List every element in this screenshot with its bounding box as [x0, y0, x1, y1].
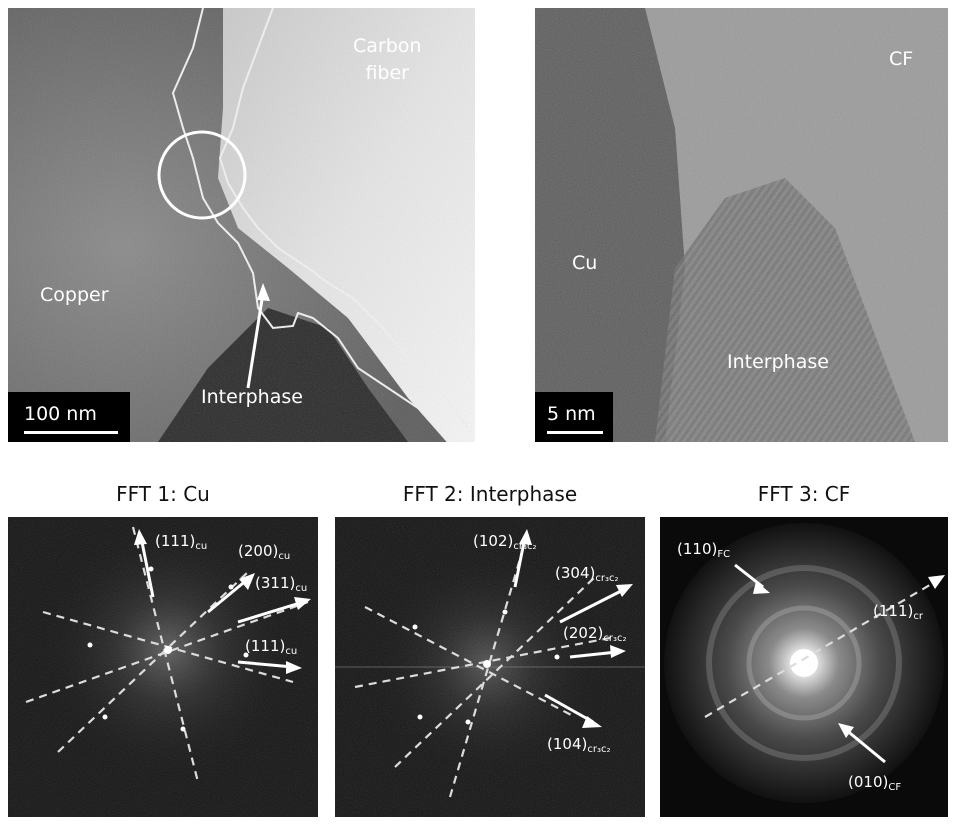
scale-bar	[547, 431, 603, 434]
hrtem-micrograph	[535, 8, 948, 442]
label-interphase: Interphase	[727, 351, 829, 373]
miller-index-label: (111)cu	[245, 637, 298, 657]
fft2-panel: (102)cr₃c₂ (304)cr₃c₂ (202)cr₃c₂ (104)cr…	[335, 517, 645, 817]
fft1-pattern	[8, 517, 318, 817]
miller-index-label: (104)cr₃c₂	[547, 735, 611, 755]
scale-bar-label: 5 nm	[547, 403, 596, 425]
fft2-title: FFT 2: Interphase	[402, 482, 578, 506]
miller-index-label: (111)cr	[873, 602, 923, 622]
miller-index-label: (110)FC	[677, 540, 731, 560]
hrtem-image: CF Cu Interphase 5 nm	[535, 8, 948, 442]
scale-bar-label: 100 nm	[24, 403, 97, 425]
fft1-panel: (111)cu (200)cu (311)cu (111)cu	[8, 517, 318, 817]
miller-index-label: (111)cu	[155, 532, 208, 552]
fft3-title: FFT 3: CF	[757, 482, 851, 506]
label-interphase: Interphase	[201, 386, 303, 408]
label-carbon-fiber: Carbon fiber	[353, 35, 422, 84]
label-cf: CF	[889, 48, 914, 70]
miller-index-label: (202)cr₃c₂	[563, 624, 627, 644]
scale-bar	[24, 431, 118, 434]
fft3-panel: (110)FC (111)cr (010)CF	[660, 517, 948, 817]
label-cu: Cu	[572, 252, 598, 274]
miller-index-label: (010)CF	[848, 773, 902, 793]
miller-index-label: (102)cr₃c₂	[473, 532, 537, 552]
miller-index-label: (304)cr₃c₂	[555, 564, 619, 584]
tem-micrograph-low-mag	[8, 8, 475, 442]
miller-index-label: (311)cu	[255, 574, 308, 594]
tem-image-low-mag: Copper Carbon fiber Interphase 100 nm	[8, 8, 475, 442]
fft3-pattern	[660, 517, 948, 817]
fft1-title: FFT 1: Cu	[116, 482, 210, 506]
label-copper: Copper	[40, 284, 109, 306]
fft2-pattern	[335, 517, 645, 817]
miller-index-label: (200)cu	[238, 542, 291, 562]
